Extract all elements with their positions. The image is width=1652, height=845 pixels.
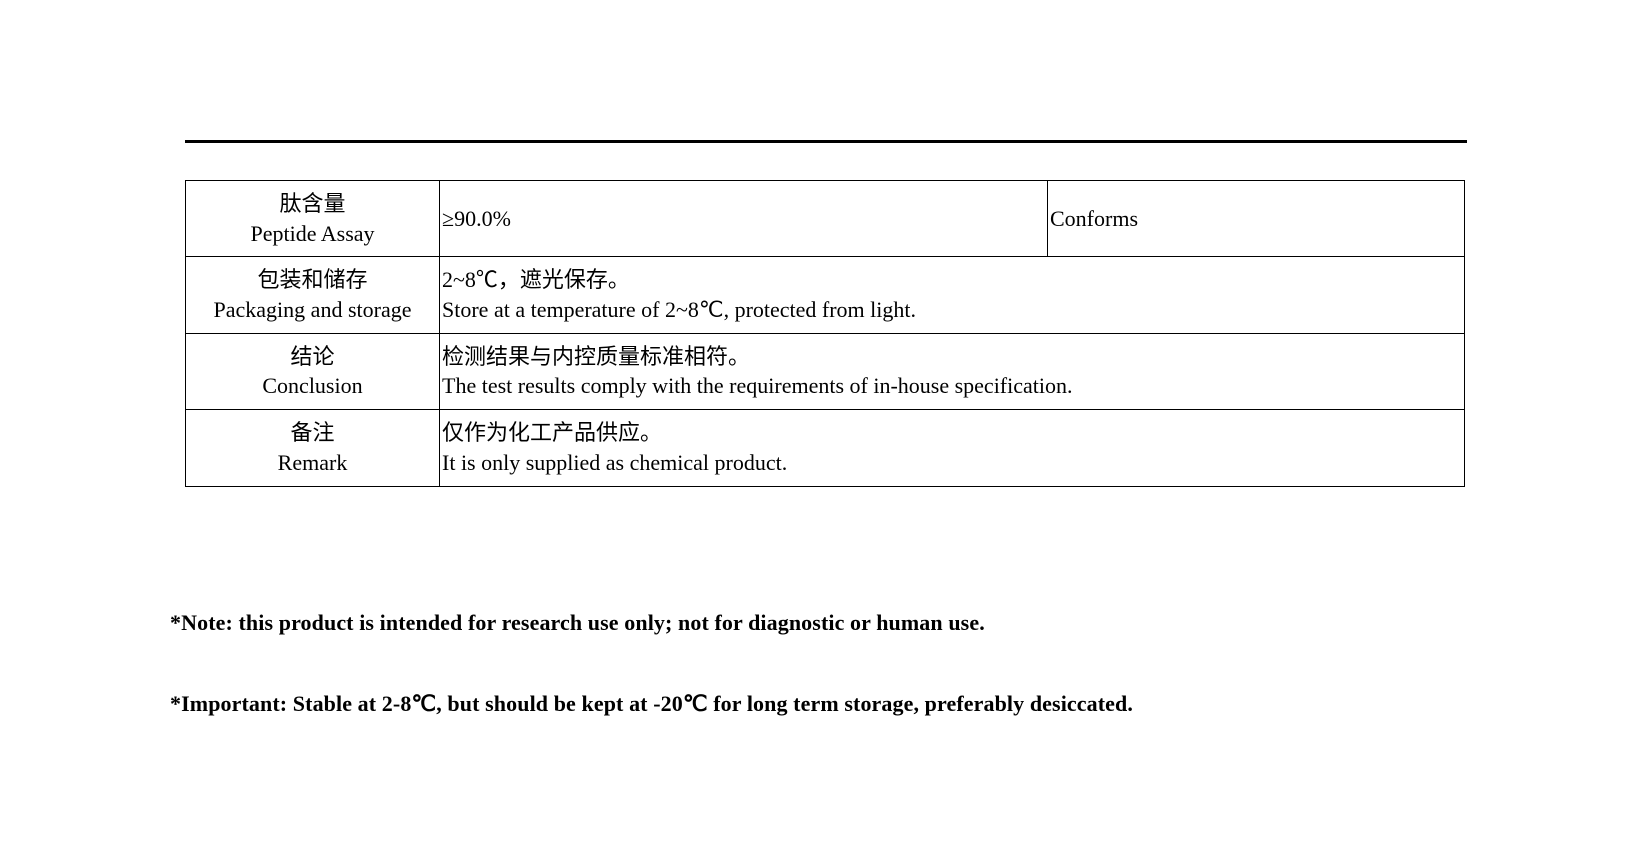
cell-label-peptide-assay: 肽含量 Peptide Assay bbox=[186, 181, 440, 257]
spec-en: The test results comply with the require… bbox=[442, 371, 1460, 401]
table-row: 包装和储存 Packaging and storage 2~8℃，遮光保存。 S… bbox=[186, 257, 1465, 333]
cell-result-peptide-assay: Conforms bbox=[1048, 181, 1465, 257]
cell-label-conclusion: 结论 Conclusion bbox=[186, 333, 440, 409]
table-row: 肽含量 Peptide Assay ≥90.0% Conforms bbox=[186, 181, 1465, 257]
spec-cn: 仅作为化工产品供应。 bbox=[442, 418, 1460, 448]
document-page: 肽含量 Peptide Assay ≥90.0% Conforms 包装和储存 … bbox=[0, 0, 1652, 845]
label-cn: 肽含量 bbox=[190, 189, 435, 219]
specification-table: 肽含量 Peptide Assay ≥90.0% Conforms 包装和储存 … bbox=[185, 180, 1465, 487]
spec-value: ≥90.0% bbox=[442, 206, 511, 231]
table-row: 结论 Conclusion 检测结果与内控质量标准相符。 The test re… bbox=[186, 333, 1465, 409]
label-en: Conclusion bbox=[190, 371, 435, 401]
note-storage: *Important: Stable at 2-8℃, but should b… bbox=[170, 691, 1467, 717]
cell-spec-conclusion: 检测结果与内控质量标准相符。 The test results comply w… bbox=[440, 333, 1465, 409]
label-cn: 备注 bbox=[190, 418, 435, 448]
spec-cn: 2~8℃，遮光保存。 bbox=[442, 265, 1460, 295]
cell-spec-remark: 仅作为化工产品供应。 It is only supplied as chemic… bbox=[440, 410, 1465, 486]
cell-label-remark: 备注 Remark bbox=[186, 410, 440, 486]
cell-label-packaging: 包装和储存 Packaging and storage bbox=[186, 257, 440, 333]
footnotes: *Note: this product is intended for rese… bbox=[170, 610, 1467, 772]
spec-en: Store at a temperature of 2~8℃, protecte… bbox=[442, 295, 1460, 325]
spec-cn: 检测结果与内控质量标准相符。 bbox=[442, 342, 1460, 372]
table-row: 备注 Remark 仅作为化工产品供应。 It is only supplied… bbox=[186, 410, 1465, 486]
note-research-use: *Note: this product is intended for rese… bbox=[170, 610, 1467, 636]
header-rule bbox=[185, 140, 1467, 143]
label-en: Remark bbox=[190, 448, 435, 478]
spec-en: It is only supplied as chemical product. bbox=[442, 448, 1460, 478]
label-en: Peptide Assay bbox=[190, 219, 435, 249]
cell-spec-peptide-assay: ≥90.0% bbox=[440, 181, 1048, 257]
label-cn: 包装和储存 bbox=[190, 265, 435, 295]
result-value: Conforms bbox=[1050, 206, 1138, 231]
label-en: Packaging and storage bbox=[190, 295, 435, 325]
label-cn: 结论 bbox=[190, 342, 435, 372]
cell-spec-packaging: 2~8℃，遮光保存。 Store at a temperature of 2~8… bbox=[440, 257, 1465, 333]
